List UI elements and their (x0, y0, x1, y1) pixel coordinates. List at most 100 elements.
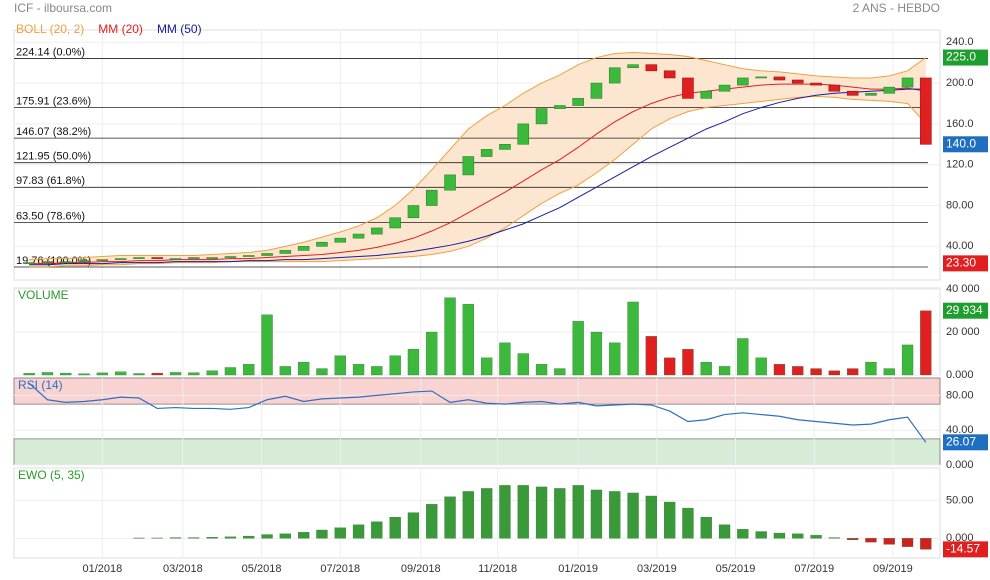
candle (627, 64, 639, 69)
bar (810, 535, 822, 539)
bollinger-band (29, 52, 926, 267)
x-tick-label: 01/2018 (82, 563, 122, 575)
bar (810, 368, 822, 376)
bar (755, 357, 767, 376)
fib-label: 121.95 (50.0%) (16, 151, 91, 163)
y-tick-label: 40 000 (946, 283, 980, 295)
bar (865, 538, 877, 543)
bar (481, 488, 493, 539)
bar (718, 524, 731, 539)
candle (96, 259, 109, 261)
candle (352, 233, 365, 239)
bar (334, 355, 346, 376)
candle (480, 149, 493, 157)
bar (206, 537, 218, 539)
x-tick-label: 01/2019 (558, 563, 598, 575)
bar (718, 366, 731, 376)
candle (554, 105, 566, 109)
bar (316, 529, 328, 539)
panel-title: EWO (5, 35) (18, 468, 85, 482)
bar (41, 372, 54, 376)
candle (206, 257, 218, 259)
bar (243, 364, 255, 376)
y-tick-label: 0.000 (946, 369, 974, 381)
bar (901, 538, 914, 547)
bar (462, 491, 474, 539)
line-boll_lower (29, 95, 927, 268)
bar (920, 310, 932, 376)
bar (352, 524, 365, 539)
bar (737, 529, 749, 539)
y-tick-label: 0.000 (946, 459, 974, 471)
candle (608, 67, 621, 84)
bar (609, 342, 621, 376)
bar (554, 488, 566, 539)
candle (133, 257, 145, 259)
badge-bg (943, 434, 988, 451)
bar (279, 533, 291, 539)
candle (517, 123, 530, 145)
zone (13, 377, 941, 405)
bar (224, 536, 237, 539)
y-tick-label: 0.000 (946, 532, 974, 544)
candle (261, 253, 273, 256)
bar (792, 533, 804, 539)
bar (517, 353, 529, 376)
bar (792, 366, 804, 376)
line-mm50 (29, 88, 926, 266)
badge: 23.30 (946, 256, 976, 270)
bar (682, 507, 694, 539)
bar (462, 303, 474, 376)
bar (664, 501, 676, 539)
bar (298, 361, 310, 376)
candle (682, 77, 694, 99)
bar (389, 517, 401, 539)
x-tick-label: 05/2018 (242, 563, 282, 575)
bar (627, 301, 639, 376)
bar (151, 372, 163, 376)
x-tick-label: 09/2019 (873, 563, 913, 575)
bar (847, 538, 859, 540)
bar (133, 373, 145, 376)
x-tick-label: 07/2018 (320, 563, 360, 575)
bar (828, 370, 840, 376)
fib-label: 63.50 (78.6%) (16, 210, 85, 222)
candle (188, 257, 200, 259)
bar (96, 372, 108, 376)
y-tick-label: 240.0 (946, 36, 974, 48)
bar (389, 355, 401, 376)
bar (700, 517, 712, 539)
candle (590, 82, 603, 99)
candle (901, 77, 914, 88)
bar (737, 338, 749, 376)
x-tick-label: 07/2019 (794, 563, 834, 575)
bar (426, 504, 438, 539)
bar (298, 532, 310, 539)
bar (444, 297, 456, 376)
bar (78, 373, 90, 376)
candle (297, 246, 310, 251)
badge-bg (943, 541, 988, 558)
bar (206, 370, 218, 376)
bar (115, 371, 127, 376)
candle (810, 82, 822, 86)
x-tick-label: 05/2019 (716, 563, 756, 575)
candle (791, 79, 804, 84)
candle (755, 76, 767, 79)
y-tick-label: 80.00 (946, 199, 974, 211)
bar (169, 372, 182, 376)
candle (114, 258, 127, 260)
y-tick-label: 40.00 (946, 424, 974, 436)
candle (425, 189, 438, 206)
candle (41, 261, 54, 263)
bar (517, 485, 529, 539)
bar (773, 532, 786, 539)
y-tick-label: 20 000 (946, 326, 980, 338)
bar (535, 486, 548, 539)
candle (444, 174, 456, 191)
bar (371, 366, 383, 376)
bar (444, 496, 456, 539)
badge-bg (943, 136, 988, 153)
candle (23, 262, 35, 264)
